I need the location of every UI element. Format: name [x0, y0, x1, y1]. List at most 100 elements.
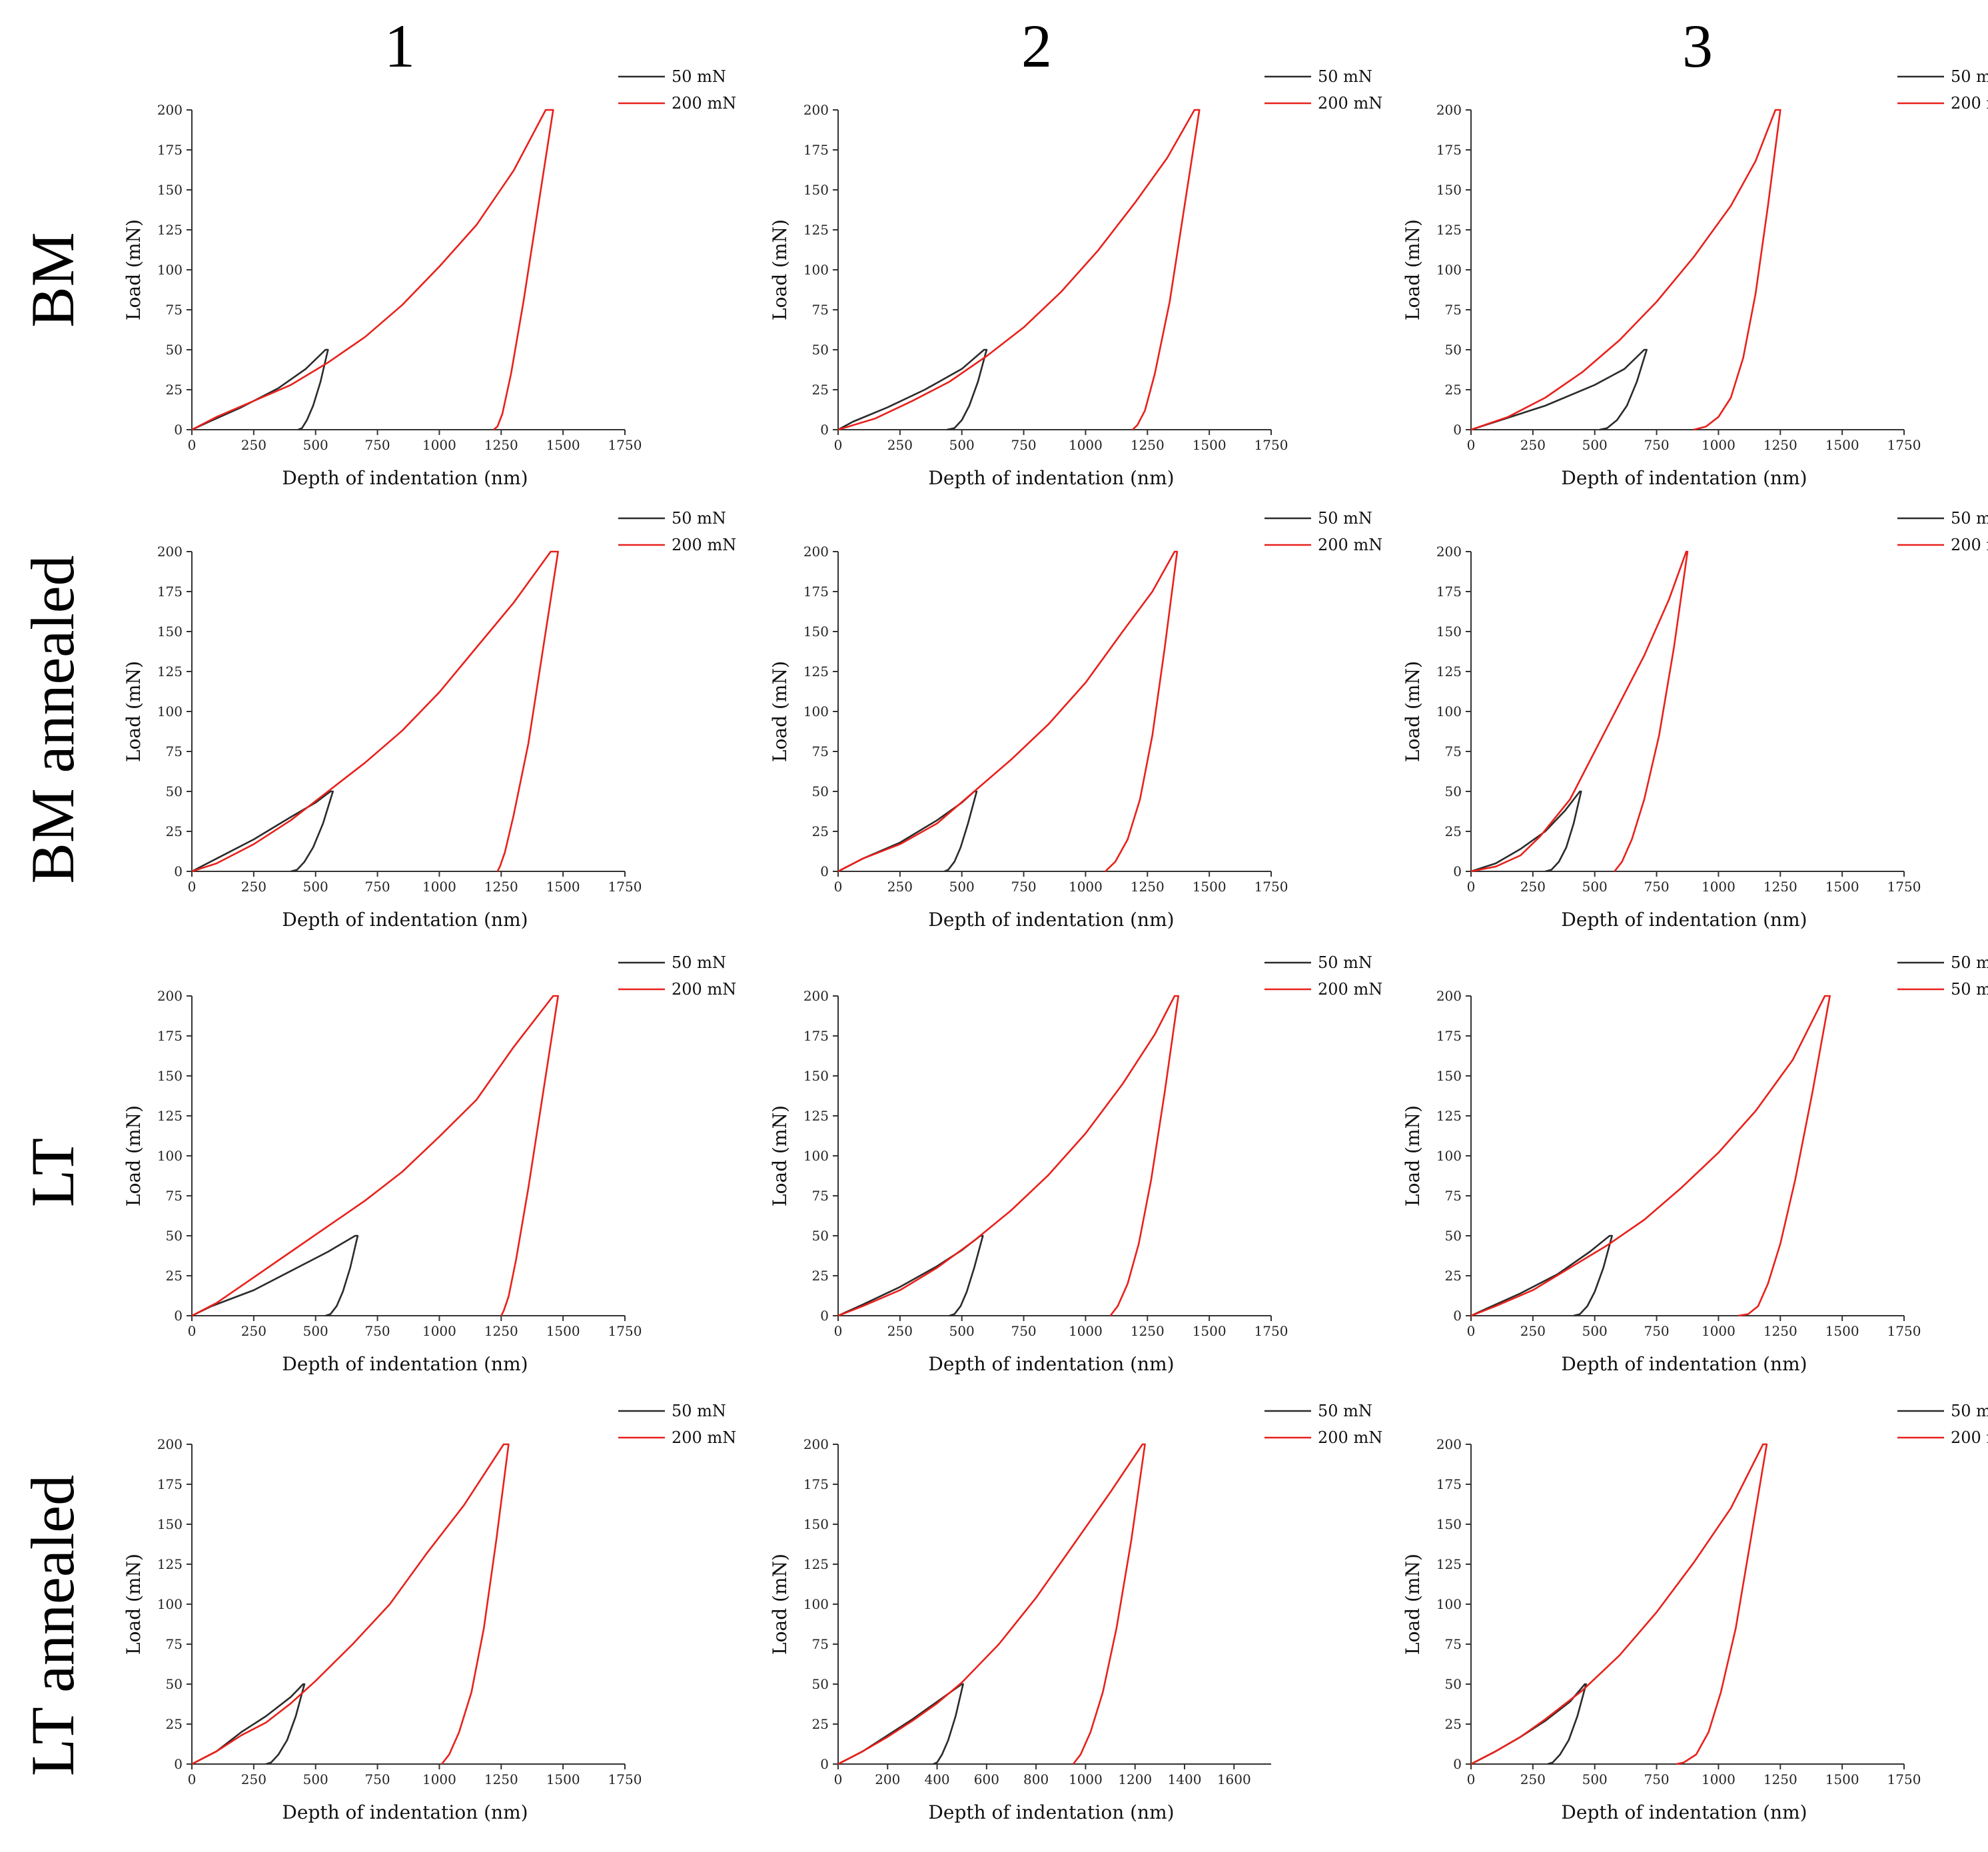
- x-tick-label: 1500: [546, 1323, 580, 1339]
- y-tick-label: 75: [166, 1636, 183, 1652]
- y-tick-label: 175: [1436, 1028, 1462, 1044]
- series-line-50mN: [191, 1683, 306, 1765]
- y-axis-label: Load (mN): [1402, 1554, 1424, 1655]
- legend-label: 200 mN: [1951, 1428, 1988, 1447]
- x-tick-label: 0: [188, 437, 197, 453]
- chart-panel-r3-c3: 0 250 500 750 1000 1250 1500 1750 0 25 50 75 100 125 1…: [1402, 953, 1988, 1375]
- y-tick-label: 75: [166, 302, 183, 318]
- y-tick-label: 100: [803, 1148, 829, 1164]
- column-header-2: 2: [1021, 12, 1052, 80]
- y-axis-label: Load (mN): [1402, 661, 1424, 762]
- y-tick-label: 75: [166, 743, 183, 759]
- y-axis-label: Load (mN): [769, 1105, 791, 1206]
- series-line-200mN: [191, 109, 554, 431]
- y-tick-label: 0: [174, 422, 183, 438]
- x-tick-label: 0: [188, 879, 197, 895]
- y-tick-label: 150: [1436, 1516, 1462, 1532]
- x-tick-label: 1000: [1702, 879, 1736, 895]
- series-line-200mN: [1470, 550, 1689, 873]
- y-tick-label: 50: [1445, 1676, 1462, 1692]
- legend-label: 200 mN: [1318, 94, 1382, 113]
- x-tick-label: 1250: [1131, 1323, 1165, 1339]
- x-tick-label: 1500: [1193, 879, 1227, 895]
- x-axis-label: Depth of indentation (nm): [1561, 909, 1807, 931]
- chart-panel-r1-c2: 0 250 500 750 1000 1250 1500 1750 0 25 50 75 100 125 1…: [769, 67, 1382, 489]
- legend-label: 50 mN: [1951, 509, 1988, 528]
- series-line-200mN: [191, 1443, 510, 1765]
- x-tick-label: 250: [887, 1323, 913, 1339]
- row-header-bm: BM: [19, 232, 87, 327]
- x-tick-label: 0: [1467, 1323, 1476, 1339]
- x-tick-label: 0: [1467, 879, 1476, 895]
- chart-panel-r2-c3: 0 250 500 750 1000 1250 1500 1750 0 25 50 75 100 125 1…: [1402, 509, 1988, 931]
- column-header-3: 3: [1682, 12, 1713, 80]
- y-tick-label: 125: [803, 1556, 829, 1572]
- x-tick-label: 250: [887, 879, 913, 895]
- x-tick-label: 1750: [608, 1323, 642, 1339]
- legend-label: 200 mN: [1318, 980, 1382, 999]
- y-axis-label: Load (mN): [1402, 219, 1424, 320]
- x-tick-label: 250: [1520, 1771, 1546, 1787]
- y-tick-label: 150: [157, 182, 183, 198]
- chart-panel-r2-c2: 0 250 500 750 1000 1250 1500 1750 0 25 50 75 100 125 1…: [769, 509, 1382, 931]
- x-tick-label: 1500: [1825, 1323, 1859, 1339]
- x-tick-label: 500: [1582, 1323, 1608, 1339]
- y-tick-label: 200: [1436, 988, 1462, 1004]
- y-tick-label: 100: [157, 1596, 183, 1612]
- legend-label: 200 mN: [672, 536, 736, 554]
- y-tick-label: 150: [157, 1068, 183, 1084]
- y-tick-label: 0: [820, 1308, 829, 1324]
- x-tick-label: 1000: [1702, 437, 1736, 453]
- row-header-lt-annealed: LT annealed: [19, 1475, 87, 1776]
- y-axis-label: Load (mN): [123, 1105, 145, 1206]
- x-tick-label: 750: [1644, 879, 1669, 895]
- x-tick-label: 0: [1467, 437, 1476, 453]
- y-tick-label: 75: [812, 743, 829, 759]
- y-tick-label: 100: [1436, 703, 1462, 719]
- y-tick-label: 100: [1436, 1148, 1462, 1164]
- chart-panel-r2-c1: 0 250 500 750 1000 1250 1500 1750 0 25 50 75 100 125 1…: [123, 509, 736, 931]
- x-tick-label: 1000: [1702, 1323, 1736, 1339]
- x-tick-label: 1250: [1763, 1771, 1797, 1787]
- x-tick-label: 500: [1582, 879, 1608, 895]
- y-tick-label: 50: [1445, 1228, 1462, 1244]
- x-tick-label: 1250: [484, 1771, 518, 1787]
- y-tick-label: 125: [803, 1108, 829, 1124]
- y-tick-label: 100: [803, 1596, 829, 1612]
- y-tick-label: 150: [803, 1516, 829, 1532]
- y-tick-label: 200: [803, 102, 829, 118]
- x-tick-label: 1500: [1825, 437, 1859, 453]
- x-tick-label: 250: [1520, 437, 1546, 453]
- x-axis-label: Depth of indentation (nm): [928, 909, 1174, 931]
- legend-label: 50 mN: [1318, 1402, 1372, 1420]
- y-tick-label: 0: [1453, 1308, 1462, 1324]
- y-tick-label: 100: [157, 262, 183, 278]
- legend-label: 200 mN: [672, 980, 736, 999]
- x-tick-label: 1500: [1193, 437, 1227, 453]
- y-tick-label: 200: [157, 1436, 183, 1452]
- y-tick-label: 125: [1436, 664, 1462, 680]
- y-tick-label: 125: [803, 222, 829, 238]
- legend-label: 50 mN: [1951, 953, 1988, 972]
- x-tick-label: 1000: [422, 1771, 456, 1787]
- series-line-50mN: [837, 1234, 984, 1317]
- series-line-200mN: [1470, 995, 1831, 1317]
- y-tick-label: 75: [1445, 302, 1462, 318]
- y-tick-label: 150: [1436, 624, 1462, 640]
- y-tick-label: 200: [1436, 544, 1462, 560]
- y-tick-label: 0: [174, 863, 183, 879]
- y-tick-label: 75: [1445, 743, 1462, 759]
- x-tick-label: 1250: [1763, 1323, 1797, 1339]
- y-tick-label: 150: [803, 624, 829, 640]
- x-tick-label: 750: [1011, 879, 1036, 895]
- y-tick-label: 50: [166, 342, 183, 358]
- x-tick-label: 1750: [1887, 879, 1921, 895]
- y-tick-label: 50: [166, 1228, 183, 1244]
- y-tick-label: 200: [803, 1436, 829, 1452]
- x-tick-label: 0: [1467, 1771, 1476, 1787]
- x-tick-label: 750: [364, 1323, 390, 1339]
- x-tick-label: 500: [303, 879, 328, 895]
- y-tick-label: 50: [812, 342, 829, 358]
- x-tick-label: 1750: [1887, 1771, 1921, 1787]
- x-tick-label: 1000: [1069, 879, 1103, 895]
